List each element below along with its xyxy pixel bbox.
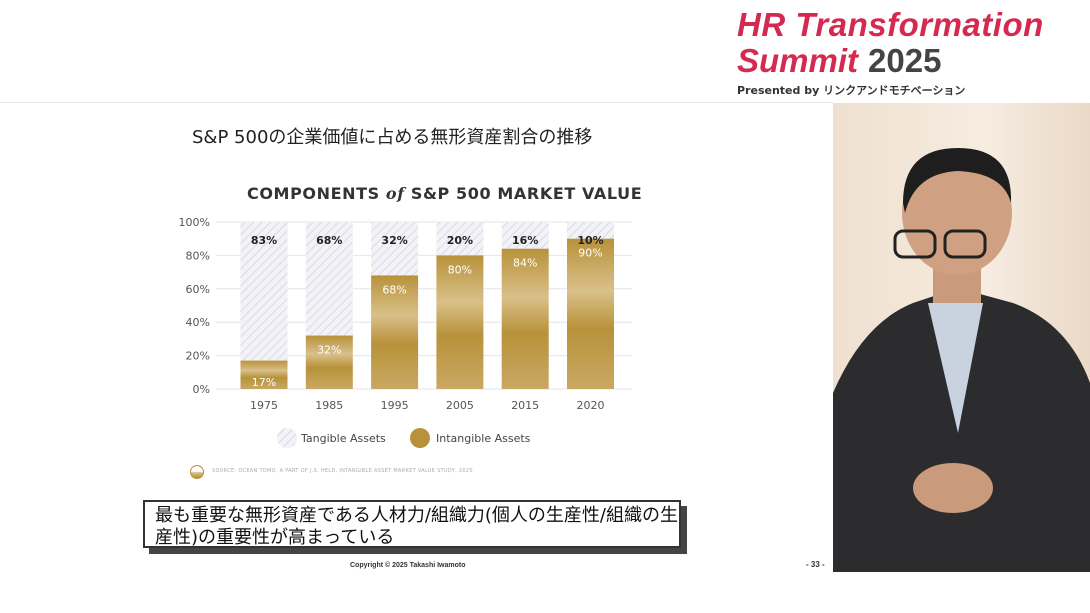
bar-intangible <box>371 275 419 389</box>
bar-tangible <box>240 222 288 361</box>
y-tick-label: 0% <box>193 383 210 396</box>
tangible-label: 16% <box>512 234 538 247</box>
x-tick-label: 2020 <box>577 399 605 412</box>
speaker-figure <box>833 148 1090 572</box>
callout-box: 最も重要な無形資産である人材力/組織力(個人の生産性/組織の生産性)の重要性が高… <box>143 500 681 548</box>
slide-title: S&P 500の企業価値に占める無形資産割合の推移 <box>192 127 593 148</box>
bar-intangible <box>501 248 549 389</box>
x-tick-label: 1975 <box>250 399 278 412</box>
y-tick-label: 100% <box>179 216 210 229</box>
intangible-label: 68% <box>382 283 406 296</box>
x-tick-label: 2005 <box>446 399 474 412</box>
tangible-label: 68% <box>316 234 342 247</box>
legend-intangible: Intangible Assets <box>436 432 531 445</box>
bar-intangible <box>305 335 353 389</box>
intangible-label: 90% <box>578 247 602 260</box>
logo-year: 2025 <box>868 42 942 79</box>
chart-title-a: COMPONENTS <box>247 184 380 203</box>
legend-tangible: Tangible Assets <box>300 432 386 445</box>
y-tick-label: 20% <box>186 350 210 363</box>
bar-tangible <box>501 222 549 249</box>
bar-intangible <box>240 360 288 389</box>
legend-tangible-swatch <box>277 428 297 448</box>
tangible-label: 20% <box>447 234 473 247</box>
x-tick-label: 2015 <box>511 399 539 412</box>
x-tick-label: 1985 <box>315 399 343 412</box>
y-tick-label: 40% <box>186 316 210 329</box>
chart-source: SOURCE: OCEAN TOMO, A PART OF J.S. HELD,… <box>212 468 473 474</box>
bar-tangible <box>436 222 484 256</box>
y-tick-label: 80% <box>186 249 210 262</box>
summit-logo-line2: Summit 2025 <box>737 42 941 80</box>
intangible-label: 84% <box>513 257 537 270</box>
chart-title: COMPONENTS of S&P 500 MARKET VALUE <box>247 184 642 203</box>
bar-intangible <box>436 255 484 389</box>
logo-summit: Summit <box>737 42 859 79</box>
copyright: Copyright © 2025 Takashi Iwamoto <box>350 562 466 569</box>
summit-logo-line1: HR Transformation <box>737 6 1044 43</box>
intangible-label: 80% <box>448 263 472 276</box>
chart-title-b: S&P 500 MARKET VALUE <box>410 184 643 203</box>
x-tick-label: 1995 <box>381 399 409 412</box>
bar-chart: 0% 20% 40% 60% 80% 100% 83% 17% 1975 68% 32% 1985 32… <box>179 216 632 448</box>
chart-title-of: of <box>385 184 405 203</box>
y-tick-label: 60% <box>186 283 210 296</box>
tangible-label: 10% <box>577 234 603 247</box>
intangible-label: 32% <box>317 344 341 357</box>
tangible-label: 83% <box>251 234 277 247</box>
page-number: - 33 - <box>806 560 825 569</box>
source-logo-icon <box>190 465 204 479</box>
intangible-label: 17% <box>252 376 276 389</box>
bar-tangible <box>371 222 419 276</box>
legend-intangible-swatch <box>410 428 430 448</box>
presented-by: Presented by リンクアンドモチベーション <box>737 84 966 97</box>
bar-tangible <box>567 222 614 239</box>
tangible-label: 32% <box>381 234 407 247</box>
speaker-video <box>833 103 1090 572</box>
bar-intangible <box>567 238 614 389</box>
divider <box>0 102 833 103</box>
bar-tangible <box>305 222 353 336</box>
